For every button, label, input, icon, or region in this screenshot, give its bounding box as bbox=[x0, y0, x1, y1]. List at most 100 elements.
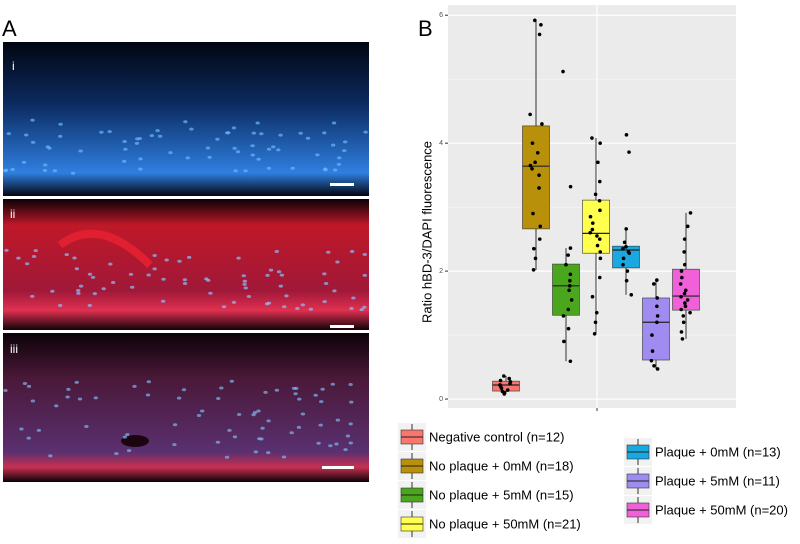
point bbox=[682, 291, 687, 296]
point bbox=[655, 320, 659, 325]
point bbox=[621, 262, 625, 267]
nucleus bbox=[3, 389, 8, 393]
box bbox=[552, 263, 580, 316]
nucleus bbox=[126, 449, 132, 453]
micrograph bbox=[3, 199, 369, 330]
nucleus bbox=[235, 150, 241, 154]
legend-key bbox=[400, 511, 424, 537]
nucleus bbox=[322, 131, 327, 135]
nucleus bbox=[349, 307, 354, 311]
point bbox=[595, 234, 599, 238]
point bbox=[597, 237, 602, 241]
point bbox=[590, 136, 594, 140]
point bbox=[566, 253, 570, 257]
point bbox=[679, 294, 683, 299]
point bbox=[683, 301, 687, 305]
legend-key bbox=[626, 439, 650, 465]
nucleus bbox=[196, 413, 202, 417]
nucleus bbox=[293, 392, 298, 396]
nucleus bbox=[74, 267, 80, 271]
point bbox=[681, 314, 686, 318]
nucleus bbox=[108, 262, 113, 266]
subpanel-label: ii bbox=[10, 207, 15, 221]
nucleus bbox=[10, 168, 15, 172]
y-tick-label: 0 bbox=[439, 396, 443, 403]
point bbox=[683, 288, 688, 293]
point bbox=[537, 186, 541, 190]
point bbox=[533, 160, 537, 165]
nucleus bbox=[155, 129, 160, 133]
nucleus bbox=[282, 305, 287, 309]
point bbox=[655, 314, 660, 318]
point bbox=[535, 150, 540, 155]
nucleus bbox=[138, 167, 143, 171]
y-tick-label: 6 bbox=[439, 12, 443, 19]
point bbox=[530, 166, 534, 171]
nucleus bbox=[183, 120, 188, 124]
nucleus bbox=[351, 296, 356, 300]
nucleus bbox=[265, 273, 270, 277]
nucleus bbox=[224, 455, 230, 459]
nucleus bbox=[266, 301, 272, 305]
nucleus bbox=[204, 277, 209, 281]
nucleus bbox=[216, 397, 221, 401]
nucleus bbox=[323, 282, 329, 286]
nucleus bbox=[200, 409, 205, 413]
nucleus bbox=[107, 130, 112, 134]
point bbox=[650, 333, 654, 337]
nucleus bbox=[186, 255, 192, 259]
point bbox=[685, 298, 690, 302]
nucleus bbox=[363, 130, 368, 134]
point bbox=[528, 112, 532, 117]
nucleus bbox=[26, 436, 31, 440]
nucleus bbox=[243, 286, 248, 290]
nucleus bbox=[336, 162, 342, 166]
nucleus bbox=[50, 289, 55, 293]
nucleus bbox=[42, 169, 48, 173]
nucleus bbox=[176, 396, 182, 400]
point bbox=[593, 192, 598, 197]
nucleus bbox=[221, 305, 227, 309]
nucleus bbox=[149, 134, 155, 138]
point bbox=[537, 173, 541, 177]
nucleus bbox=[26, 384, 32, 388]
point bbox=[625, 269, 630, 273]
point bbox=[688, 310, 692, 315]
point bbox=[655, 304, 659, 309]
nucleus bbox=[236, 412, 242, 416]
point bbox=[568, 272, 573, 277]
point bbox=[598, 256, 603, 261]
point bbox=[678, 282, 683, 286]
nucleus bbox=[348, 441, 353, 445]
nucleus bbox=[330, 382, 335, 386]
point bbox=[568, 278, 572, 283]
nucleus bbox=[331, 121, 337, 125]
nucleus bbox=[92, 292, 98, 296]
point bbox=[679, 269, 684, 273]
nucleus bbox=[122, 140, 127, 144]
nucleus bbox=[343, 448, 348, 452]
nucleus bbox=[77, 397, 83, 401]
point bbox=[561, 314, 566, 318]
point bbox=[682, 262, 687, 267]
nucleus bbox=[64, 253, 69, 257]
nucleus bbox=[349, 400, 354, 404]
legend-label: No plaque + 5mM (n=15) bbox=[429, 487, 574, 502]
nucleus bbox=[232, 146, 237, 150]
nucleus bbox=[182, 278, 188, 282]
plot: 0 2 4 6 bbox=[439, 12, 736, 403]
nucleus bbox=[30, 399, 36, 403]
nucleus bbox=[323, 168, 328, 172]
point bbox=[566, 307, 571, 312]
nucleus bbox=[263, 390, 268, 394]
point bbox=[590, 221, 595, 225]
nucleus bbox=[342, 140, 348, 144]
point bbox=[651, 282, 656, 286]
point bbox=[530, 141, 535, 145]
point bbox=[683, 304, 688, 309]
nucleus bbox=[332, 289, 337, 293]
nucleus bbox=[160, 299, 166, 303]
nucleus bbox=[52, 169, 58, 173]
nucleus bbox=[320, 387, 325, 391]
nucleus bbox=[78, 284, 84, 288]
